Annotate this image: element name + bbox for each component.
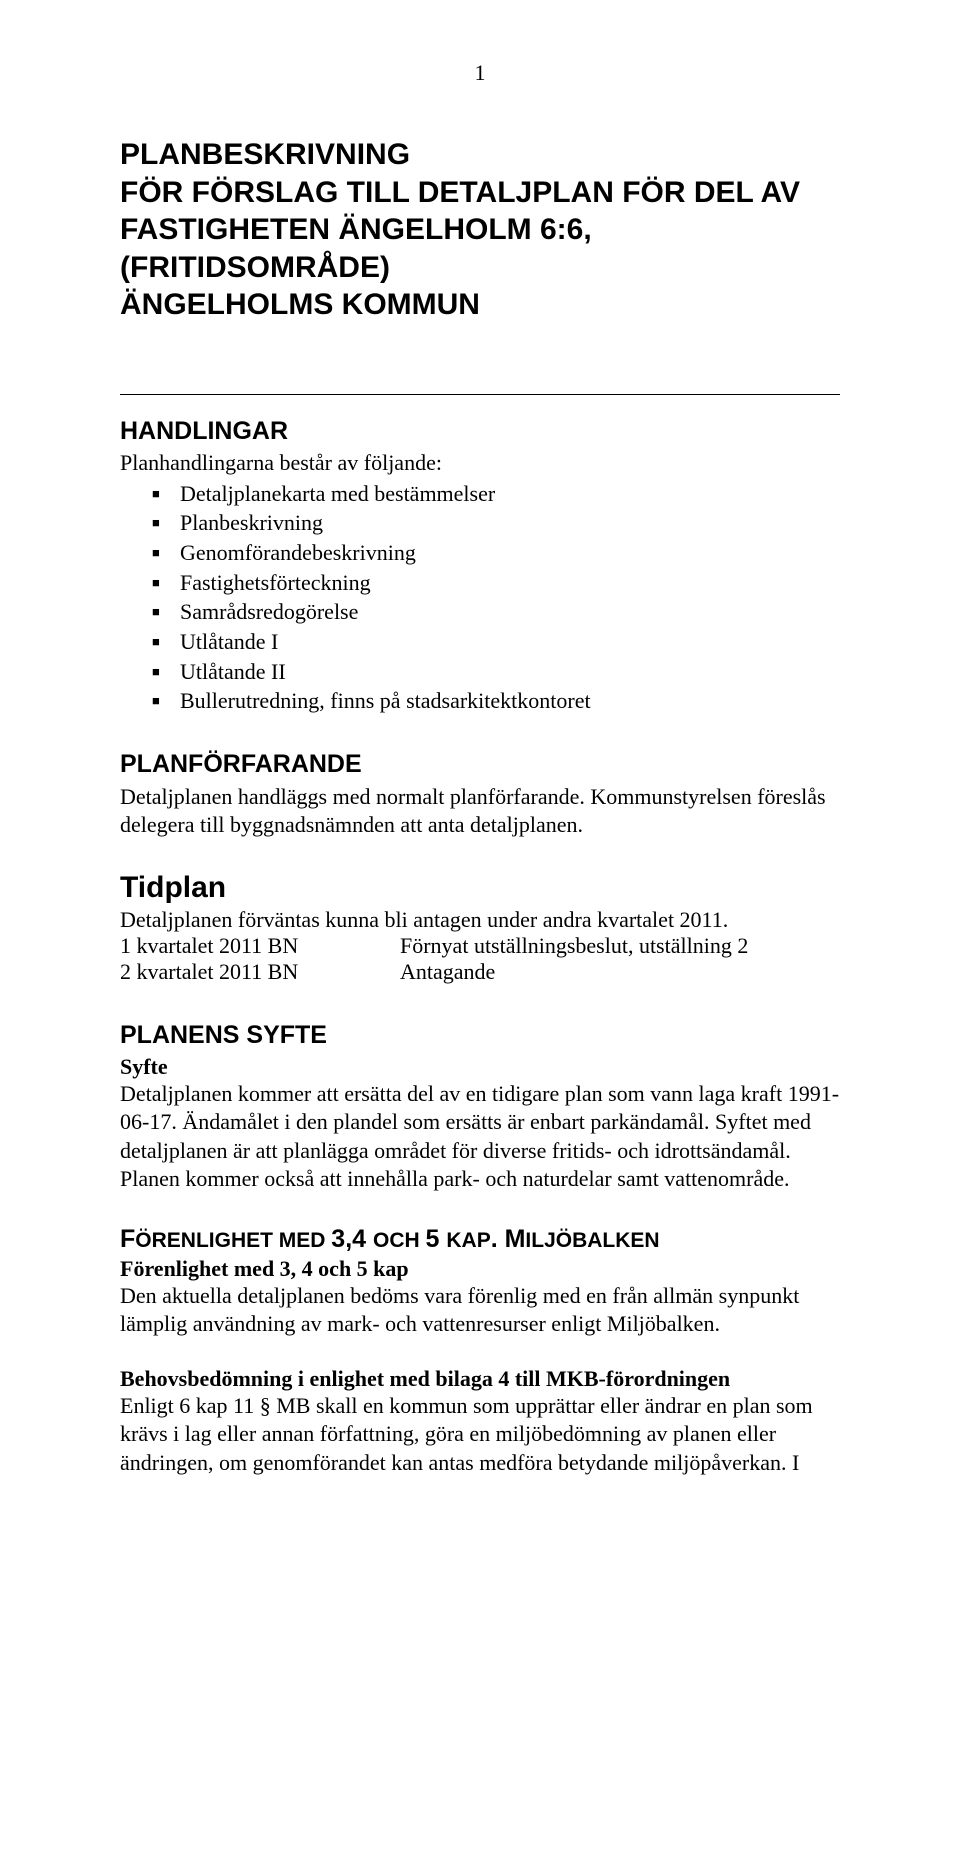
forenlighet-heading: FÖRENLIGHET MED 3,4 OCH 5 KAP. MILJÖBALK… [120, 1225, 840, 1254]
document-page: 1 PLANBESKRIVNING FÖR FÖRSLAG TILL DETAL… [0, 0, 960, 1876]
forenlighet-sub1: Förenlighet med 3, 4 och 5 kap [120, 1256, 840, 1282]
tidplan-right: Förnyat utställningsbeslut, utställning … [400, 933, 840, 959]
tidplan-right: Antagande [400, 959, 840, 985]
list-item: Fastighetsförteckning [120, 568, 840, 598]
list-item: Bullerutredning, finns på stadsarkitektk… [120, 686, 840, 716]
heading-part: 3,4 [331, 1225, 373, 1253]
planforfarande-heading: PLANFÖRFARANDE [120, 750, 840, 779]
title-line-1: PLANBESKRIVNING [120, 136, 840, 174]
heading-part: OCH [373, 1229, 426, 1252]
handlingar-heading: HANDLINGAR [120, 417, 840, 446]
heading-part: . M [491, 1225, 526, 1253]
tidplan-left: 2 kvartalet 2011 BN [120, 959, 400, 985]
tidplan-row: 2 kvartalet 2011 BN Antagande [120, 959, 840, 985]
divider [120, 394, 840, 395]
tidplan-intro: Detaljplanen förväntas kunna bli antagen… [120, 907, 840, 933]
heading-part: ILJÖBALKEN [525, 1229, 659, 1252]
heading-part: F [120, 1225, 135, 1253]
handlingar-intro: Planhandlingarna består av följande: [120, 450, 840, 476]
title-line-2: FÖR FÖRSLAG TILL DETALJPLAN FÖR DEL AV [120, 174, 840, 212]
planens-syfte-heading: PLANENS SYFTE [120, 1021, 840, 1050]
list-item: Utlåtande I [120, 627, 840, 657]
heading-part: 5 [426, 1225, 447, 1253]
list-item: Utlåtande II [120, 657, 840, 687]
forenlighet-body1: Den aktuella detaljplanen bedöms vara fö… [120, 1282, 840, 1338]
syfte-subheading: Syfte [120, 1054, 840, 1080]
document-title: PLANBESKRIVNING FÖR FÖRSLAG TILL DETALJP… [120, 136, 840, 324]
page-number: 1 [120, 60, 840, 86]
tidplan-row: 1 kvartalet 2011 BN Förnyat utställnings… [120, 933, 840, 959]
tidplan-heading: Tidplan [120, 871, 840, 905]
list-item: Detaljplanekarta med bestämmelser [120, 479, 840, 509]
handlingar-list: Detaljplanekarta med bestämmelser Planbe… [120, 479, 840, 717]
list-item: Genomförandebeskrivning [120, 538, 840, 568]
list-item: Planbeskrivning [120, 508, 840, 538]
title-line-5: ÄNGELHOLMS KOMMUN [120, 286, 840, 324]
forenlighet-body2: Enligt 6 kap 11 § MB skall en kommun som… [120, 1392, 840, 1476]
heading-part: KAP [446, 1229, 490, 1252]
list-item: Samrådsredogörelse [120, 597, 840, 627]
heading-part: ÖRENLIGHET MED [135, 1229, 331, 1252]
title-line-4: (FRITIDSOMRÅDE) [120, 249, 840, 287]
tidplan-left: 1 kvartalet 2011 BN [120, 933, 400, 959]
planforfarande-body: Detaljplanen handläggs med normalt planf… [120, 783, 840, 839]
tidplan-block: Detaljplanen förväntas kunna bli antagen… [120, 907, 840, 985]
title-line-3: FASTIGHETEN ÄNGELHOLM 6:6, [120, 211, 840, 249]
forenlighet-sub2: Behovsbedömning i enlighet med bilaga 4 … [120, 1366, 840, 1392]
syfte-body: Detaljplanen kommer att ersätta del av e… [120, 1080, 840, 1193]
